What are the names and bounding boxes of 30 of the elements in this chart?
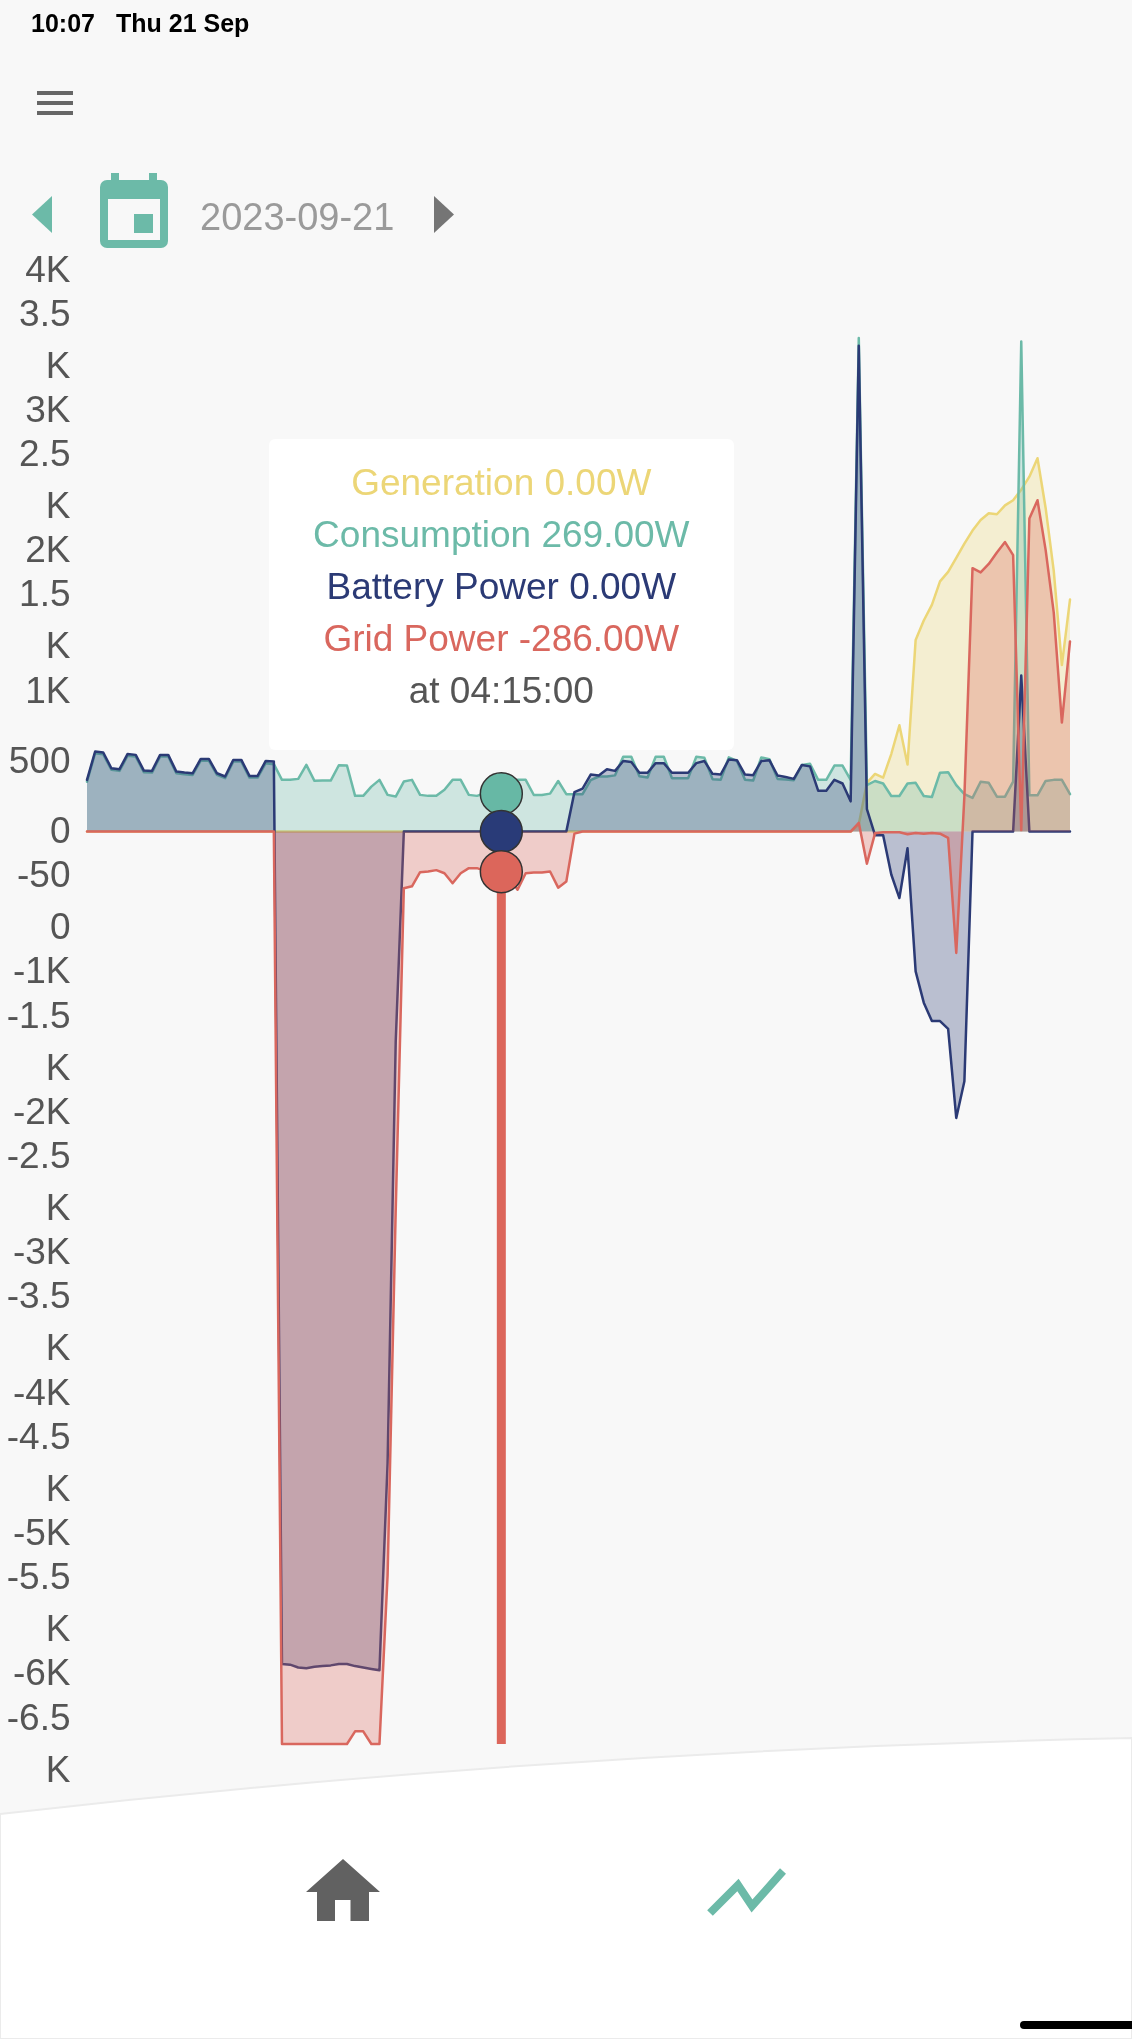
y-tick-label: -3K: [12, 1231, 71, 1273]
annotation: Grid Power -286.00W: [323, 617, 680, 661]
chart-title: 2023-09-21: [200, 195, 395, 240]
y-tick-label: 2K: [25, 529, 71, 571]
y-tick-label: -2K: [12, 1090, 71, 1132]
annotation: Battery Power 0.00W: [326, 565, 677, 609]
annotation: Generation 0.00W: [351, 461, 652, 505]
y-tick-label: 3.5K: [19, 292, 71, 386]
y-tick-label: -2.5K: [6, 1134, 71, 1228]
y-tick-label: 0: [49, 810, 71, 852]
y-tick-label: -6K: [12, 1652, 71, 1694]
annotation: Consumption 269.00W: [313, 513, 690, 557]
y-tick-label: 4K: [25, 248, 71, 290]
y-tick-label: -1K: [12, 950, 71, 992]
y-tick-label: -5.5K: [6, 1556, 71, 1650]
text: Thu 21 Sep: [116, 8, 250, 39]
y-tick-label: -3.5K: [6, 1275, 71, 1369]
y-tick-label: 1K: [25, 669, 71, 711]
y-tick-label: -1.5K: [6, 994, 71, 1088]
y-tick-label: -5K: [12, 1511, 71, 1553]
y-tick-label: 2.5K: [19, 433, 71, 527]
annotation: at 04:15:00: [408, 669, 594, 713]
y-tick-label: -50 0: [17, 854, 71, 948]
text: 10:07: [31, 8, 95, 39]
y-tick-label: -4K: [12, 1371, 71, 1413]
y-tick-label: 1.5K: [19, 573, 71, 667]
y-tick-label: 500: [8, 739, 71, 781]
y-tick-label: -6.5K: [6, 1696, 71, 1790]
y-tick-label: 3K: [25, 388, 71, 430]
y-tick-label: -4.5K: [6, 1415, 71, 1509]
